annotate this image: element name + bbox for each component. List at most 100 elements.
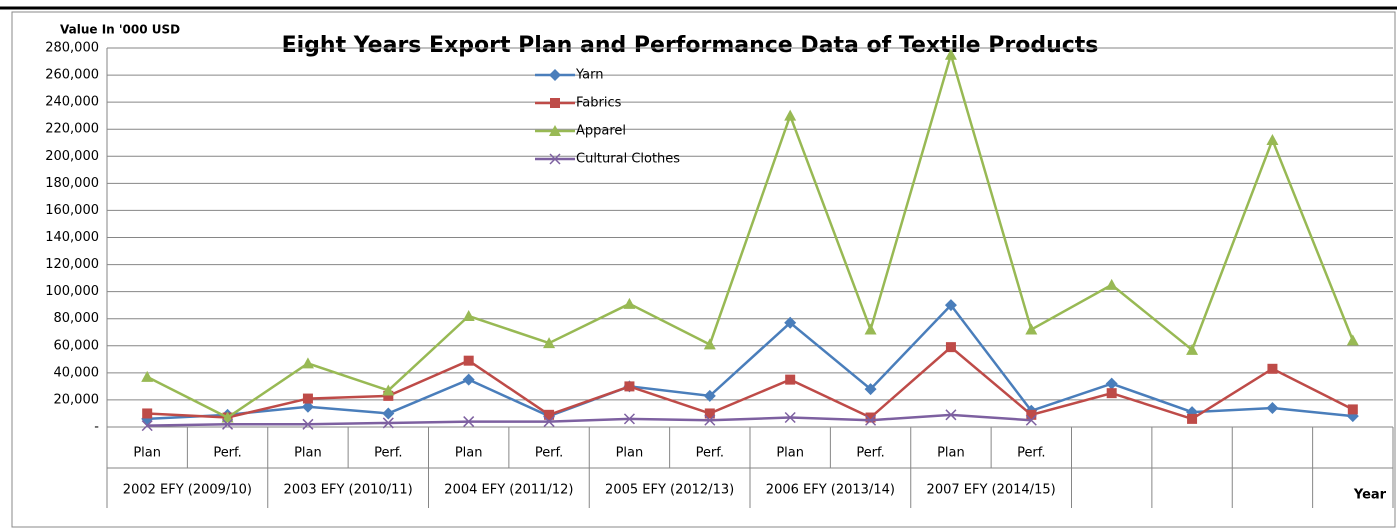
data-point (1026, 409, 1037, 420)
data-point (302, 393, 313, 404)
y-tick-label: 20,000 (54, 392, 100, 407)
y-tick-label: 180,000 (45, 176, 99, 191)
series-line (147, 413, 1032, 427)
x-tick-label: Perf. (856, 446, 884, 461)
data-point (1186, 343, 1199, 355)
legend-marker (549, 125, 561, 136)
data-point (623, 297, 636, 309)
y-tick-label: 280,000 (45, 41, 99, 56)
series-line (147, 303, 1353, 421)
x-tick-label: Plan (294, 446, 322, 461)
y-tick-label: - (94, 420, 99, 435)
data-point (301, 357, 314, 369)
data-point (865, 414, 877, 426)
data-point (141, 420, 153, 432)
data-point (1025, 414, 1037, 426)
data-point (462, 310, 475, 322)
legend-label: Apparel (576, 124, 626, 139)
data-point (543, 337, 556, 349)
y-tick-label: 80,000 (54, 311, 100, 326)
legend-label: Yarn (575, 68, 603, 83)
data-point (1025, 323, 1038, 335)
data-point (864, 323, 877, 335)
group-label: 2003 EFY (2010/11) (284, 483, 413, 498)
data-point (544, 409, 555, 420)
data-point (382, 384, 395, 396)
y-tick-label: 200,000 (45, 149, 99, 164)
x-tick-label: Plan (133, 446, 161, 461)
data-point (1266, 402, 1279, 415)
legend-marker (549, 69, 561, 81)
data-point (382, 407, 395, 420)
data-point (1105, 278, 1118, 290)
data-point (784, 109, 797, 121)
data-point (1346, 334, 1359, 346)
legend-marker (549, 153, 561, 165)
x-axis-title: Year (1353, 488, 1387, 503)
y-tick-label: 40,000 (54, 365, 100, 380)
x-tick-label: Plan (937, 446, 965, 461)
data-point (221, 411, 234, 423)
x-tick-label: Perf. (1017, 446, 1045, 461)
group-label: 2004 EFY (2011/12) (444, 483, 573, 498)
y-tick-label: 120,000 (45, 257, 99, 272)
data-point (944, 299, 957, 312)
data-point (784, 411, 796, 424)
chart-title: Eight Years Export Plan and Performance … (282, 33, 1099, 58)
y-tick-label: 220,000 (45, 122, 99, 137)
group-label: 2005 EFY (2012/13) (605, 483, 734, 498)
data-point (1347, 404, 1358, 415)
legend-marker (550, 98, 560, 108)
data-point (1187, 413, 1198, 424)
data-point (865, 412, 876, 423)
data-point (623, 413, 635, 425)
data-point (785, 374, 796, 385)
data-point (463, 416, 475, 428)
y-axis-title: Value In '000 USD (60, 23, 180, 37)
data-point (703, 389, 716, 402)
data-point (141, 370, 154, 382)
data-point (222, 418, 234, 430)
data-point (142, 408, 153, 419)
series-line (146, 50, 1354, 419)
x-tick-label: Perf. (696, 446, 724, 461)
x-tick-label: Plan (776, 446, 804, 461)
legend-label: Fabrics (576, 96, 622, 111)
data-point (301, 400, 314, 413)
y-tick-label: 60,000 (54, 338, 100, 353)
x-tick-label: Perf. (213, 446, 241, 461)
data-point (543, 416, 555, 428)
series-line (147, 345, 1354, 421)
data-point (1267, 363, 1278, 374)
data-point (945, 342, 956, 353)
data-point (382, 417, 394, 429)
x-tick-label: Perf. (535, 446, 563, 461)
data-point (383, 390, 394, 401)
data-point (945, 409, 957, 421)
data-point (302, 418, 314, 430)
y-tick-label: 240,000 (45, 95, 99, 110)
data-point (864, 383, 877, 396)
group-label: 2002 EFY (2009/10) (123, 483, 252, 498)
x-tick-label: Plan (455, 446, 483, 461)
chart-area (11, 11, 1396, 528)
x-tick-label: Plan (616, 446, 644, 461)
data-point (462, 373, 475, 386)
x-tick-label: Perf. (374, 446, 402, 461)
data-point (624, 381, 635, 392)
data-point (784, 316, 797, 329)
data-point (944, 48, 957, 60)
y-tick-label: 140,000 (45, 230, 99, 245)
legend-label: Cultural Clothes (576, 152, 680, 167)
data-point (704, 408, 715, 419)
data-point (704, 414, 716, 426)
data-point (1105, 377, 1118, 390)
y-tick-label: 260,000 (45, 68, 99, 83)
y-tick-label: 160,000 (45, 203, 99, 218)
data-point (1266, 134, 1279, 146)
group-label: 2007 EFY (2014/15) (927, 483, 1056, 498)
data-point (463, 355, 474, 366)
y-tick-label: 100,000 (45, 284, 99, 299)
data-point (703, 338, 716, 350)
